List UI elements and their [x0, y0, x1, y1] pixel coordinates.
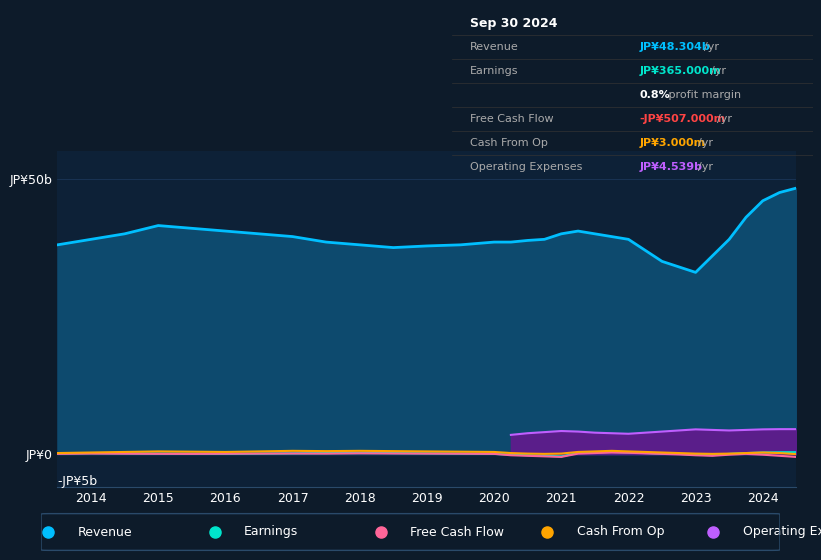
- Text: Free Cash Flow: Free Cash Flow: [410, 525, 504, 539]
- Text: Operating Expenses: Operating Expenses: [470, 162, 582, 172]
- Text: Cash From Op: Cash From Op: [470, 138, 548, 148]
- Text: /yr: /yr: [704, 42, 719, 52]
- Text: Free Cash Flow: Free Cash Flow: [470, 114, 553, 124]
- Text: -JP¥507.000m: -JP¥507.000m: [640, 114, 726, 124]
- Text: Sep 30 2024: Sep 30 2024: [470, 17, 557, 30]
- Text: Revenue: Revenue: [78, 525, 133, 539]
- Text: /yr: /yr: [718, 114, 732, 124]
- Text: JP¥3.000m: JP¥3.000m: [640, 138, 705, 148]
- Text: JP¥365.000m: JP¥365.000m: [640, 66, 721, 76]
- Text: JP¥48.304b: JP¥48.304b: [640, 42, 710, 52]
- Text: 0.8%: 0.8%: [640, 90, 670, 100]
- Text: JP¥4.539b: JP¥4.539b: [640, 162, 703, 172]
- Text: Revenue: Revenue: [470, 42, 518, 52]
- Text: /yr: /yr: [698, 138, 713, 148]
- Text: /yr: /yr: [711, 66, 726, 76]
- Text: Earnings: Earnings: [470, 66, 518, 76]
- Text: -JP¥5b: -JP¥5b: [57, 475, 98, 488]
- Text: profit margin: profit margin: [665, 90, 741, 100]
- Text: Cash From Op: Cash From Op: [576, 525, 664, 539]
- Text: /yr: /yr: [698, 162, 713, 172]
- Text: Operating Expenses: Operating Expenses: [743, 525, 821, 539]
- Text: Earnings: Earnings: [245, 525, 299, 539]
